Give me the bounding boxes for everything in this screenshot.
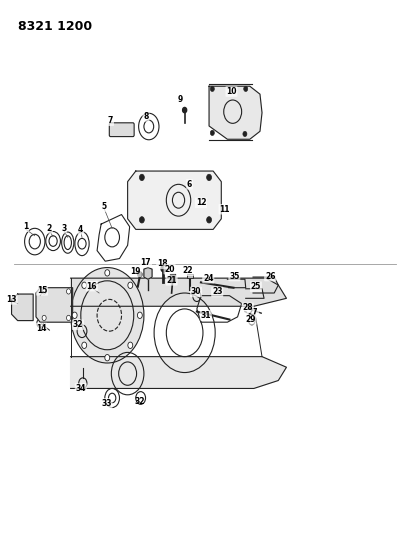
Text: 18: 18	[157, 260, 167, 268]
Text: 32: 32	[134, 397, 145, 406]
Polygon shape	[36, 288, 72, 322]
Polygon shape	[70, 357, 286, 389]
Text: 28: 28	[242, 303, 252, 312]
Text: 31: 31	[200, 311, 211, 320]
Text: 4: 4	[78, 225, 83, 234]
Circle shape	[128, 282, 133, 288]
Text: 14: 14	[36, 324, 47, 333]
Text: 35: 35	[229, 271, 239, 280]
Circle shape	[42, 316, 46, 320]
Text: 15: 15	[37, 286, 47, 295]
Polygon shape	[70, 278, 286, 306]
Circle shape	[42, 289, 46, 294]
Circle shape	[161, 265, 166, 272]
Text: 9: 9	[178, 95, 183, 104]
Text: 30: 30	[190, 287, 201, 296]
Text: 2: 2	[47, 224, 52, 233]
Bar	[170, 274, 175, 282]
Polygon shape	[252, 277, 278, 293]
Circle shape	[72, 312, 77, 318]
Polygon shape	[127, 171, 221, 229]
Text: 26: 26	[264, 271, 275, 280]
Circle shape	[105, 270, 110, 276]
Circle shape	[105, 354, 110, 361]
Circle shape	[137, 272, 142, 277]
Text: 7: 7	[108, 116, 113, 125]
Text: 1: 1	[23, 222, 28, 231]
Circle shape	[139, 216, 144, 223]
Text: 17: 17	[140, 258, 151, 266]
Text: 8: 8	[143, 112, 148, 121]
Text: 5: 5	[101, 202, 107, 211]
Text: 6: 6	[187, 180, 192, 189]
Text: 27: 27	[247, 308, 258, 317]
Circle shape	[243, 86, 247, 92]
Text: 13: 13	[6, 295, 17, 304]
Polygon shape	[144, 268, 152, 279]
Text: 32: 32	[72, 320, 83, 329]
Text: 22: 22	[182, 266, 193, 275]
Text: 3: 3	[61, 224, 66, 233]
Polygon shape	[209, 86, 261, 139]
Circle shape	[137, 312, 142, 318]
Text: 29: 29	[245, 315, 255, 324]
Circle shape	[139, 174, 144, 181]
Text: 23: 23	[211, 287, 222, 296]
Polygon shape	[11, 294, 33, 320]
FancyBboxPatch shape	[109, 123, 134, 136]
Text: 19: 19	[130, 268, 141, 276]
Circle shape	[206, 174, 211, 181]
Circle shape	[210, 130, 214, 135]
Text: 34: 34	[75, 384, 86, 393]
Text: 16: 16	[86, 281, 97, 290]
Bar	[186, 274, 192, 278]
Circle shape	[206, 216, 211, 223]
Text: 21: 21	[166, 276, 176, 285]
Circle shape	[66, 289, 70, 294]
Text: 12: 12	[195, 198, 206, 207]
Text: 25: 25	[250, 282, 261, 291]
Circle shape	[242, 131, 246, 136]
Text: 20: 20	[164, 265, 174, 273]
Circle shape	[210, 86, 214, 92]
Text: 8321 1200: 8321 1200	[18, 20, 92, 33]
Text: 10: 10	[226, 87, 236, 96]
Text: 33: 33	[101, 399, 111, 408]
Text: 11: 11	[219, 205, 229, 214]
Circle shape	[128, 342, 133, 349]
Circle shape	[66, 316, 70, 320]
Circle shape	[182, 108, 186, 113]
Text: 24: 24	[202, 273, 213, 282]
Circle shape	[70, 268, 144, 363]
Circle shape	[81, 282, 86, 288]
Circle shape	[81, 342, 86, 349]
